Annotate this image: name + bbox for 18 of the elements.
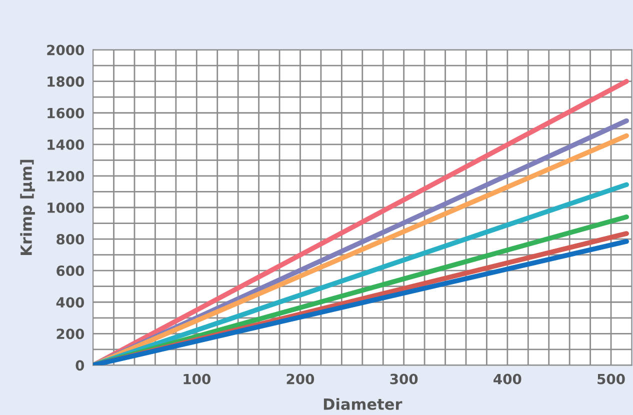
y-tick-label: 400 — [56, 297, 84, 308]
y-tick-label: 800 — [56, 234, 84, 245]
y-tick-label: 1000 — [48, 202, 84, 213]
y-tick-label: 200 — [56, 328, 84, 340]
x-tick-label: 500 — [598, 374, 625, 384]
x-tick-label: 300 — [390, 374, 418, 384]
y-tick-label: 0 — [76, 360, 84, 371]
y-tick-label: 1200 — [48, 170, 84, 182]
x-tick-label: 100 — [184, 374, 210, 384]
y-tick-label: 1400 — [48, 139, 84, 150]
y-tick-label: 1600 — [48, 108, 84, 118]
x-tick-label: 400 — [494, 374, 522, 384]
y-tick-label: 600 — [56, 266, 84, 276]
y-tick-label: 1800 — [48, 76, 84, 87]
x-tick-label: 200 — [286, 374, 314, 384]
y-tick-label: 2000 — [47, 44, 84, 56]
x-axis-title: Diameter — [324, 398, 402, 410]
y-axis-title: Krimp [µm] — [20, 160, 35, 256]
